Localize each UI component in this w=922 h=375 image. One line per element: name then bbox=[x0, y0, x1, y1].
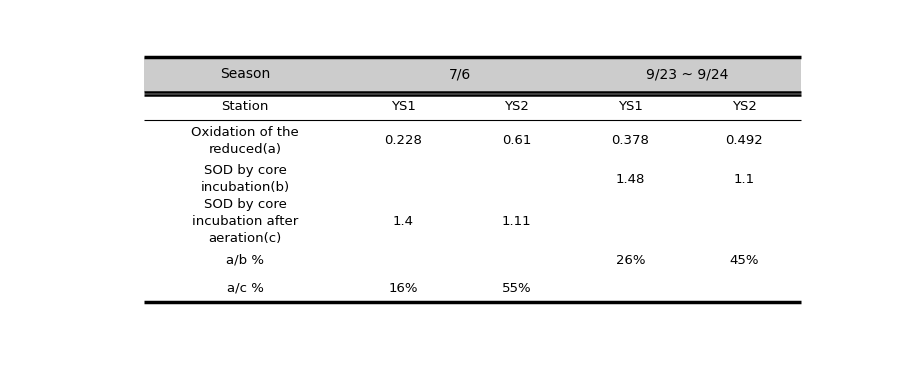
Bar bbox=[346, 246, 460, 274]
Bar bbox=[144, 57, 346, 92]
Bar bbox=[460, 120, 573, 162]
Text: 45%: 45% bbox=[729, 254, 759, 267]
Text: 1.1: 1.1 bbox=[734, 172, 755, 186]
Text: YS1: YS1 bbox=[618, 100, 643, 112]
Text: 26%: 26% bbox=[616, 254, 645, 267]
Text: YS1: YS1 bbox=[391, 100, 416, 112]
Bar bbox=[460, 162, 573, 196]
Bar bbox=[460, 274, 573, 302]
Bar bbox=[688, 92, 801, 120]
Bar bbox=[573, 274, 688, 302]
Bar bbox=[573, 162, 688, 196]
Text: 1.4: 1.4 bbox=[393, 215, 413, 228]
Text: 16%: 16% bbox=[388, 282, 418, 295]
Text: 1.48: 1.48 bbox=[616, 172, 645, 186]
Bar bbox=[688, 274, 801, 302]
Bar bbox=[346, 196, 460, 246]
Bar bbox=[688, 196, 801, 246]
Bar bbox=[688, 162, 801, 196]
Bar bbox=[346, 162, 460, 196]
Text: 9/23 ~ 9/24: 9/23 ~ 9/24 bbox=[646, 68, 728, 81]
Text: 0.61: 0.61 bbox=[502, 134, 531, 147]
Bar bbox=[144, 92, 346, 120]
Bar bbox=[460, 246, 573, 274]
Text: YS2: YS2 bbox=[504, 100, 529, 112]
Text: 55%: 55% bbox=[502, 282, 532, 295]
Text: 0.228: 0.228 bbox=[384, 134, 422, 147]
Bar bbox=[573, 196, 688, 246]
Bar bbox=[144, 162, 346, 196]
Bar bbox=[144, 274, 346, 302]
Text: a/c %: a/c % bbox=[227, 282, 264, 295]
Bar bbox=[460, 196, 573, 246]
Bar bbox=[144, 196, 346, 246]
Bar bbox=[144, 246, 346, 274]
Text: Season: Season bbox=[219, 68, 270, 81]
Bar bbox=[346, 92, 460, 120]
Text: SOD by core
incubation after
aeration(c): SOD by core incubation after aeration(c) bbox=[192, 198, 298, 245]
Bar bbox=[688, 120, 801, 162]
Text: SOD by core
incubation(b): SOD by core incubation(b) bbox=[200, 164, 290, 194]
Bar bbox=[573, 246, 688, 274]
Text: a/b %: a/b % bbox=[226, 254, 264, 267]
Bar bbox=[144, 120, 346, 162]
Bar bbox=[573, 57, 801, 92]
Text: 7/6: 7/6 bbox=[449, 68, 471, 81]
Bar bbox=[346, 57, 573, 92]
Bar bbox=[346, 120, 460, 162]
Text: Oxidation of the
reduced(a): Oxidation of the reduced(a) bbox=[191, 126, 299, 156]
Bar bbox=[346, 274, 460, 302]
Bar bbox=[573, 92, 688, 120]
Bar bbox=[573, 120, 688, 162]
Text: YS2: YS2 bbox=[732, 100, 757, 112]
Text: Station: Station bbox=[221, 100, 268, 112]
Bar bbox=[688, 246, 801, 274]
Text: 1.11: 1.11 bbox=[502, 215, 532, 228]
Text: 0.378: 0.378 bbox=[611, 134, 649, 147]
Bar bbox=[460, 92, 573, 120]
Text: 0.492: 0.492 bbox=[726, 134, 763, 147]
